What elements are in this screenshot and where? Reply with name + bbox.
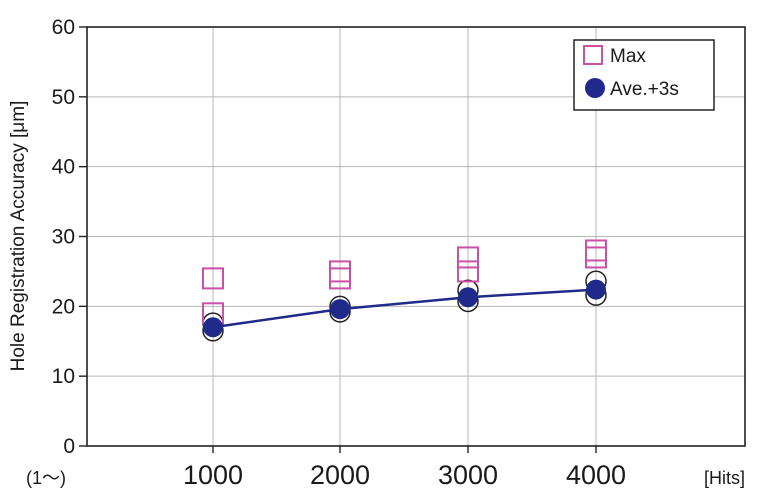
ave3s-point: [586, 279, 606, 300]
x-tick-labels: 1000 2000 3000 4000: [183, 446, 626, 490]
ave3s-point: [330, 299, 350, 320]
max-square-point: [457, 260, 479, 283]
data-marks: [202, 239, 607, 342]
x-start-note: (1〜): [26, 468, 66, 488]
y-tick-label: 60: [52, 16, 75, 39]
max-square-point: [457, 246, 479, 269]
y-tick-label: 40: [52, 156, 75, 179]
max-square-point: [202, 267, 224, 290]
ave3s-point: [203, 317, 223, 338]
legend-ave3s-label: Ave.+3s: [610, 79, 679, 100]
ave3s-point: [458, 287, 478, 308]
x-tick-label: 2000: [310, 460, 370, 490]
x-axis-unit: [Hits]: [704, 468, 745, 488]
legend-box: [573, 39, 715, 111]
y-tick-label: 10: [52, 365, 75, 388]
legend: Max Ave.+3s: [573, 39, 715, 111]
legend-max-marker: [583, 45, 603, 65]
y-tick-label: 30: [52, 226, 75, 249]
y-tick-label: 0: [63, 435, 75, 458]
x-tick-label: 3000: [438, 460, 498, 490]
max-square-point: [329, 267, 351, 290]
legend-max-label: Max: [610, 46, 646, 67]
y-axis-title: Hole Registration Accuracy [μm]: [8, 101, 29, 372]
x-tick-label: 4000: [566, 460, 626, 490]
y-tick-labels: 0 10 20 30 40 50 60: [52, 16, 87, 458]
y-tick-label: 20: [52, 295, 75, 318]
grid: [87, 27, 745, 446]
ave3s-series-line: [212, 288, 597, 329]
x-tick-label: 1000: [183, 460, 243, 490]
legend-ave3s-marker: [585, 78, 605, 98]
y-tick-label: 50: [52, 86, 75, 109]
max-square-point: [585, 246, 607, 269]
